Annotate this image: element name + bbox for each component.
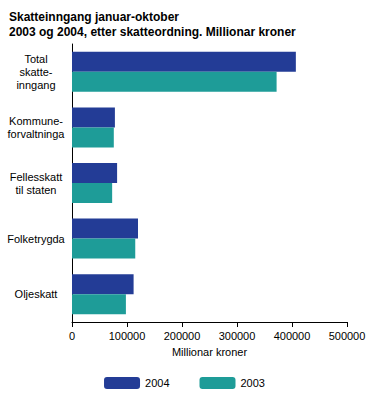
svg-text:Millionar kroner: Millionar kroner [172,346,248,358]
svg-text:Skatteinngang januar-oktober: Skatteinngang januar-oktober [9,10,179,24]
svg-text:0: 0 [69,330,75,342]
svg-text:Folketrygda: Folketrygda [7,233,65,245]
svg-text:Fellesskatt: Fellesskatt [10,171,63,183]
svg-text:2003 og 2004, etter skatteordn: 2003 og 2004, etter skatteordning. Milli… [9,25,296,39]
svg-text:300000: 300000 [219,330,256,342]
svg-text:2004: 2004 [145,377,169,389]
svg-text:Total: Total [24,53,47,65]
svg-text:til staten: til staten [16,184,57,196]
svg-text:2003: 2003 [241,377,265,389]
svg-text:skatte-: skatte- [19,66,52,78]
svg-text:Kommune-: Kommune- [9,115,63,127]
svg-text:400000: 400000 [274,330,311,342]
svg-text:200000: 200000 [164,330,201,342]
svg-text:Oljeskatt: Oljeskatt [15,288,58,300]
svg-text:inngang: inngang [16,79,55,91]
svg-text:100000: 100000 [109,330,146,342]
svg-text:500000: 500000 [329,330,366,342]
svg-text:forvaltninga: forvaltninga [8,128,66,140]
